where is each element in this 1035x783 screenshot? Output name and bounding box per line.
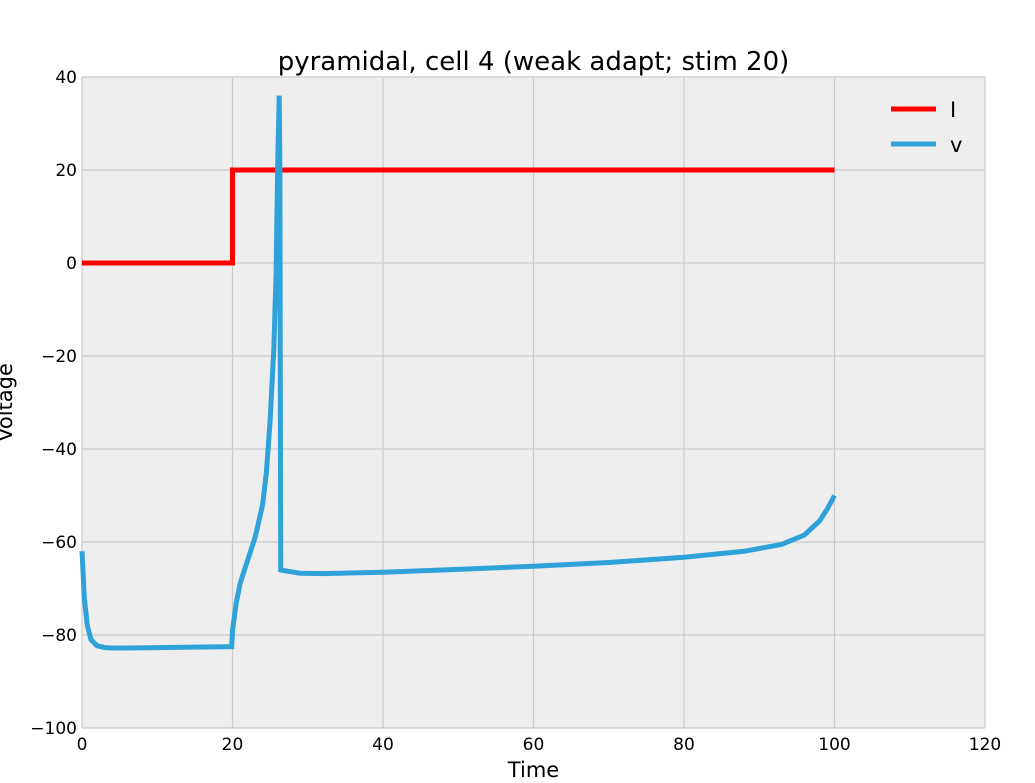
x-tick-label: 40: [372, 735, 394, 755]
y-tick-label: 0: [66, 254, 77, 274]
x-axis-label: Time: [507, 758, 559, 782]
x-tick-label: 20: [222, 735, 244, 755]
y-tick-label: 20: [55, 161, 77, 181]
y-tick-label: −100: [30, 719, 77, 739]
x-tick-label: 60: [523, 735, 545, 755]
series-line-v: [79, 95, 837, 651]
series-line-i: [82, 167, 835, 266]
x-tick-label: 80: [673, 735, 695, 755]
legend-label-i: I: [950, 98, 956, 122]
x-tick-label: 120: [969, 735, 1001, 755]
y-tick-label: −80: [41, 626, 77, 646]
y-tick-label: −20: [41, 347, 77, 367]
tick-labels: 0 20 40 60 80 100 120 −100 −80 −60 −40 −20 0 20 40: [30, 68, 1001, 755]
x-tick-label: 100: [818, 735, 850, 755]
y-tick-label: 40: [55, 68, 77, 88]
series-lines: [79, 95, 837, 651]
y-axis-label: Voltage: [0, 363, 17, 442]
y-tick-label: −40: [41, 440, 77, 460]
legend-label-v: v: [950, 133, 962, 157]
legend: Iv: [891, 98, 962, 157]
x-tick-label: 0: [77, 735, 88, 755]
y-tick-label: −60: [41, 533, 77, 553]
chart-title: pyramidal, cell 4 (weak adapt; stim 20): [278, 47, 790, 77]
